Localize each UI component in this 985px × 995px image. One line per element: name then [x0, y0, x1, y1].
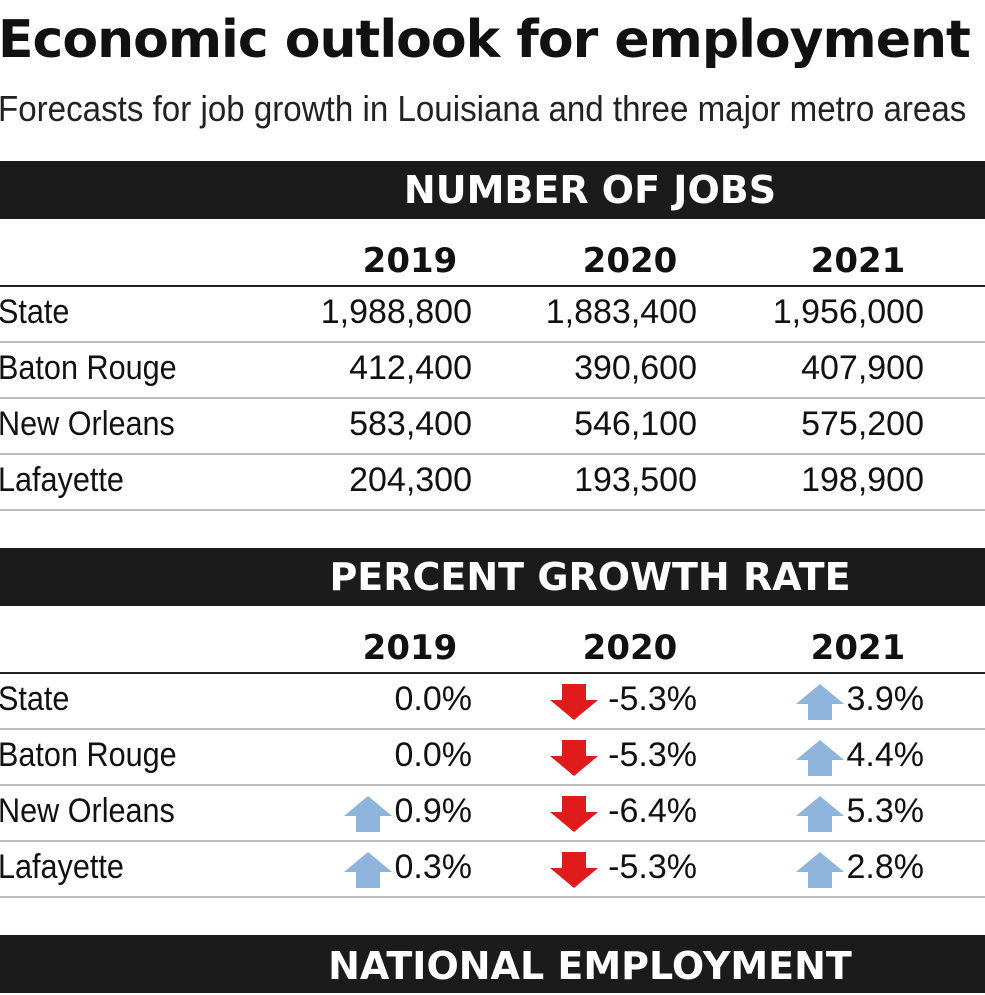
growth-cell: 2.8%: [846, 848, 925, 886]
growth-row-rule: [0, 840, 985, 842]
growth-row-label: State: [0, 680, 70, 718]
growth-cell: 5.3%: [846, 792, 925, 830]
down-arrow-icon: [550, 740, 598, 776]
jobs-cell: 575,200: [801, 405, 924, 443]
growth-cell: -5.3%: [608, 736, 697, 774]
jobs-row-label: Baton Rouge: [0, 349, 177, 387]
down-arrow-icon: [550, 796, 598, 832]
growth-cell: -5.3%: [608, 680, 697, 718]
jobs-row-rule: [0, 509, 985, 511]
up-arrow-icon: [796, 684, 844, 720]
jobs-year-header: 2019: [362, 241, 458, 281]
jobs-cell: 390,600: [574, 349, 697, 387]
jobs-year-header: 2020: [582, 241, 678, 281]
growth-cell: 4.4%: [846, 736, 925, 774]
growth-row-label: Lafayette: [0, 848, 124, 886]
up-arrow-icon: [796, 740, 844, 776]
jobs-cell: 1,883,400: [545, 293, 697, 331]
up-arrow-icon: [344, 852, 392, 888]
growth-cell: 0.9%: [394, 792, 473, 830]
jobs-row-label: State: [0, 293, 70, 331]
national-header-band: NATIONAL EMPLOYMENT: [0, 935, 985, 993]
growth-heading: PERCENT GROWTH RATE: [329, 555, 851, 599]
jobs-cell: 1,956,000: [772, 293, 924, 331]
jobs-row-label: New Orleans: [0, 405, 175, 443]
growth-header-band: PERCENT GROWTH RATE: [0, 548, 985, 606]
growth-cell: 0.0%: [394, 680, 473, 718]
growth-row-rule: [0, 896, 985, 898]
growth-row-rule: [0, 784, 985, 786]
jobs-row-rule: [0, 397, 985, 399]
jobs-cell: 412,400: [349, 349, 472, 387]
growth-row-label: Baton Rouge: [0, 736, 177, 774]
growth-cell: 0.0%: [394, 736, 473, 774]
growth-cell: -6.4%: [608, 792, 697, 830]
down-arrow-icon: [550, 852, 598, 888]
growth-year-header: 2021: [810, 628, 906, 668]
jobs-header-band: NUMBER OF JOBS: [0, 161, 985, 219]
growth-cell: 0.3%: [394, 848, 473, 886]
growth-year-header: 2019: [362, 628, 458, 668]
growth-cell: -5.3%: [608, 848, 697, 886]
jobs-row-rule: [0, 341, 985, 343]
jobs-cell: 546,100: [574, 405, 697, 443]
jobs-cell: 204,300: [349, 461, 472, 499]
jobs-cell: 583,400: [349, 405, 472, 443]
up-arrow-icon: [796, 796, 844, 832]
jobs-cell: 193,500: [574, 461, 697, 499]
growth-cell: 3.9%: [846, 680, 925, 718]
jobs-cell: 198,900: [801, 461, 924, 499]
up-arrow-icon: [796, 852, 844, 888]
growth-row-label: New Orleans: [0, 792, 175, 830]
jobs-heading: NUMBER OF JOBS: [403, 168, 777, 212]
down-arrow-icon: [550, 684, 598, 720]
chart-title: Economic outlook for employment: [0, 10, 971, 70]
jobs-header-rule: [0, 285, 985, 287]
chart-subtitle: Forecasts for job growth in Louisiana an…: [0, 88, 967, 129]
jobs-cell: 407,900: [801, 349, 924, 387]
growth-header-rule: [0, 672, 985, 674]
growth-year-header: 2020: [582, 628, 678, 668]
jobs-row-label: Lafayette: [0, 461, 124, 499]
jobs-year-header: 2021: [810, 241, 906, 281]
jobs-cell: 1,988,800: [320, 293, 472, 331]
jobs-row-rule: [0, 453, 985, 455]
national-heading: NATIONAL EMPLOYMENT: [328, 944, 852, 988]
growth-row-rule: [0, 728, 985, 730]
up-arrow-icon: [344, 796, 392, 832]
